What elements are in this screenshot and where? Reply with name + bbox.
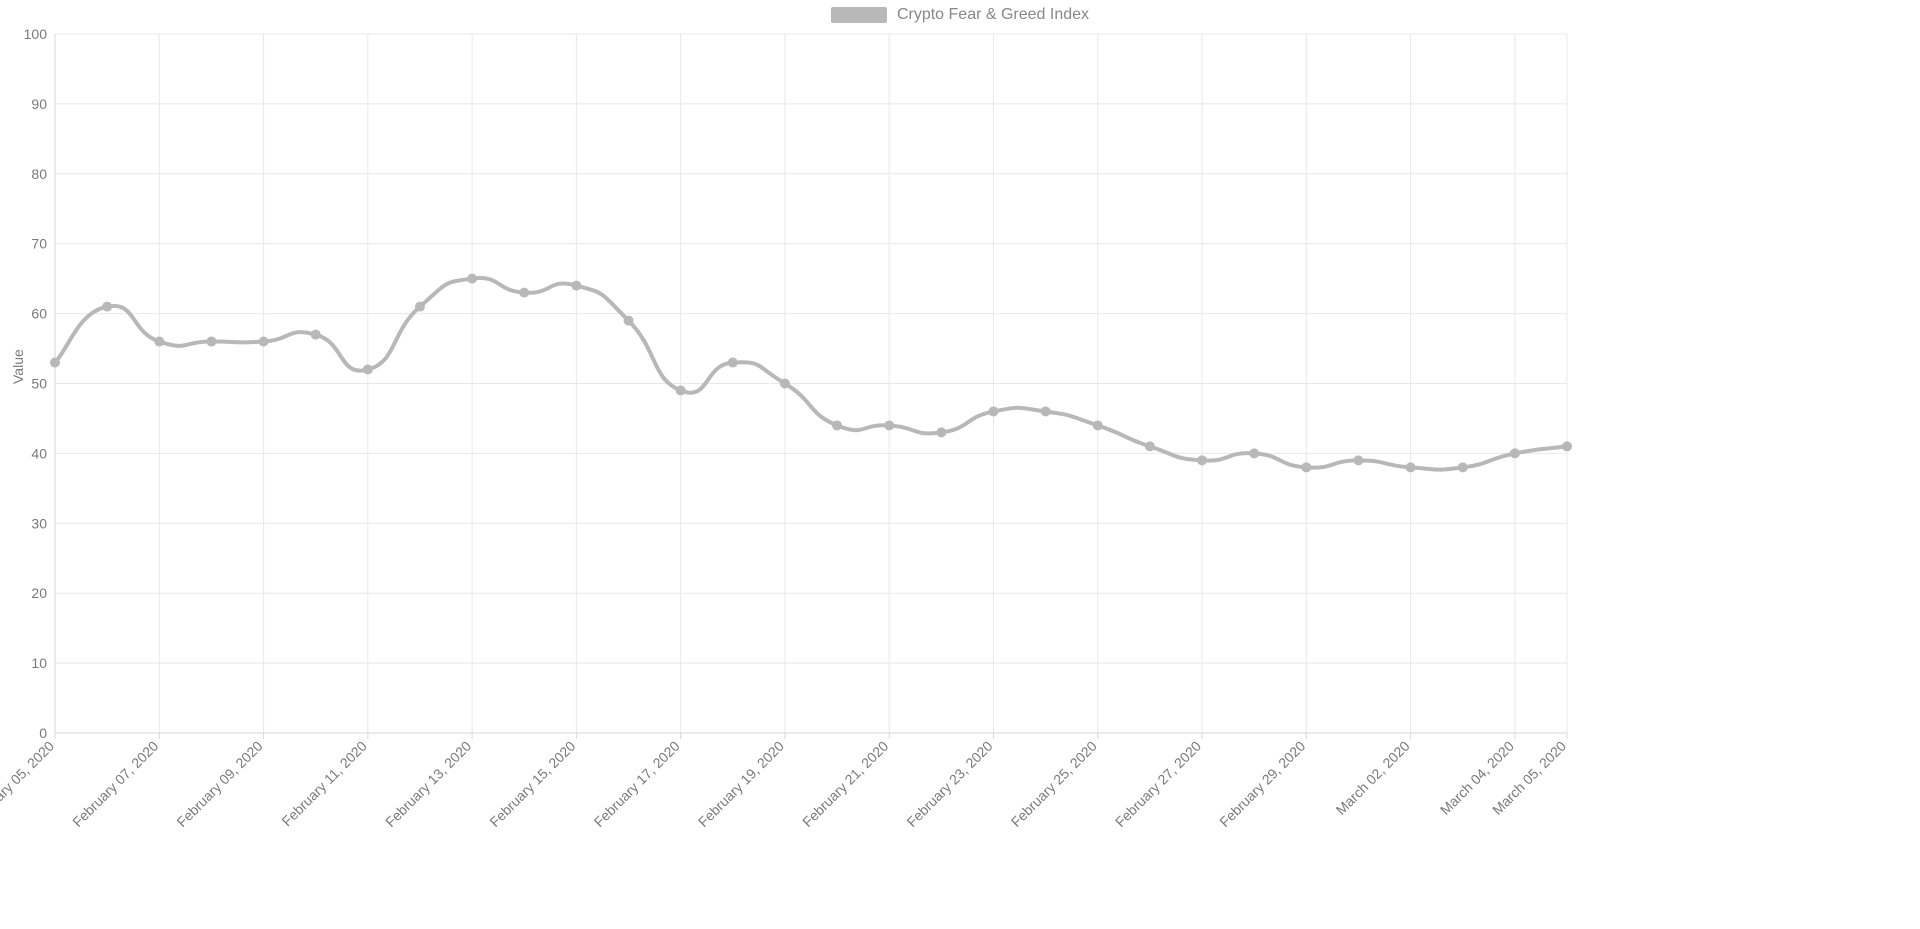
y-tick-label: 40	[31, 445, 47, 461]
x-tick-label: March 02, 2020	[1333, 738, 1413, 818]
data-point[interactable]	[1197, 455, 1207, 465]
x-tick-label: February 27, 2020	[1112, 738, 1204, 830]
data-point[interactable]	[1562, 441, 1572, 451]
data-point[interactable]	[1145, 441, 1155, 451]
x-tick-label: February 25, 2020	[1008, 738, 1100, 830]
data-point[interactable]	[832, 420, 842, 430]
data-point[interactable]	[988, 406, 998, 416]
data-point[interactable]	[206, 337, 216, 347]
data-point[interactable]	[1093, 420, 1103, 430]
x-tick-label: February 09, 2020	[173, 738, 265, 830]
data-point[interactable]	[311, 330, 321, 340]
data-point[interactable]	[1406, 462, 1416, 472]
data-point[interactable]	[624, 316, 634, 326]
x-tick-label: February 07, 2020	[69, 738, 161, 830]
x-tick-label: February 23, 2020	[903, 738, 995, 830]
y-tick-label: 100	[24, 26, 48, 42]
data-point[interactable]	[154, 337, 164, 347]
y-tick-label: 70	[31, 236, 47, 252]
data-point[interactable]	[676, 385, 686, 395]
data-point[interactable]	[50, 358, 60, 368]
x-tick-label: February 19, 2020	[695, 738, 787, 830]
x-axis: February 05, 2020February 07, 2020Februa…	[0, 733, 1569, 830]
data-point[interactable]	[102, 302, 112, 312]
data-point[interactable]	[571, 281, 581, 291]
x-tick-label: February 05, 2020	[0, 738, 57, 830]
y-tick-label: 80	[31, 166, 47, 182]
y-axis: 0102030405060708090100	[24, 26, 48, 741]
data-point[interactable]	[363, 365, 373, 375]
data-point[interactable]	[519, 288, 529, 298]
data-point[interactable]	[259, 337, 269, 347]
data-point[interactable]	[415, 302, 425, 312]
data-point[interactable]	[1353, 455, 1363, 465]
y-tick-label: 10	[31, 655, 47, 671]
data-point[interactable]	[467, 274, 477, 284]
data-point[interactable]	[936, 427, 946, 437]
y-tick-label: 50	[31, 376, 47, 392]
x-tick-label: February 21, 2020	[799, 738, 891, 830]
x-tick-label: February 17, 2020	[591, 738, 683, 830]
gridlines	[55, 34, 1567, 733]
x-tick-label: February 11, 2020	[278, 738, 370, 830]
y-tick-label: 20	[31, 585, 47, 601]
y-tick-label: 90	[31, 96, 47, 112]
data-point[interactable]	[884, 420, 894, 430]
line-chart: 0102030405060708090100 February 05, 2020…	[0, 0, 1920, 929]
data-point[interactable]	[1041, 406, 1051, 416]
series-line[interactable]	[55, 278, 1567, 470]
data-point[interactable]	[780, 379, 790, 389]
x-tick-label: February 15, 2020	[486, 738, 578, 830]
x-tick-label: February 29, 2020	[1216, 738, 1308, 830]
data-point[interactable]	[1510, 448, 1520, 458]
y-tick-label: 60	[31, 306, 47, 322]
data-point[interactable]	[1249, 448, 1259, 458]
y-tick-label: 30	[31, 515, 47, 531]
x-tick-label: February 13, 2020	[382, 738, 474, 830]
data-point[interactable]	[1301, 462, 1311, 472]
data-point[interactable]	[1458, 462, 1468, 472]
data-point[interactable]	[728, 358, 738, 368]
